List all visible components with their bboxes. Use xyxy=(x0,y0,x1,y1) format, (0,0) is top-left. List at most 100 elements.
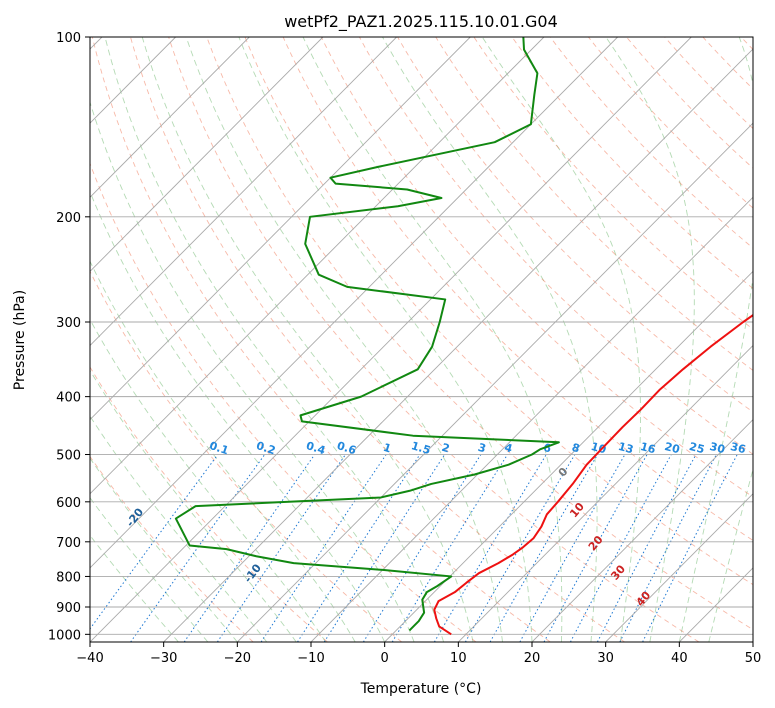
moist-adiabat-line xyxy=(481,37,641,642)
mixing-ratio-line xyxy=(297,454,421,642)
moist-adiabat-line xyxy=(678,37,753,642)
isotherm-line xyxy=(90,37,618,569)
mixing-ratio-line xyxy=(619,454,717,642)
isotherm-line xyxy=(90,37,324,273)
dry-adiabat-line xyxy=(244,37,753,586)
mixing-ratio-label: 4 xyxy=(503,441,514,456)
x-tick-label: −40 xyxy=(76,651,103,666)
isobars xyxy=(90,37,753,635)
moist-adiabat-line xyxy=(90,497,209,642)
mixing-ratio-label: 0.1 xyxy=(208,439,231,457)
isotherms xyxy=(90,37,753,642)
moist-adiabat-line xyxy=(141,37,474,642)
x-tick-label: 30 xyxy=(597,651,614,666)
isotherm-line xyxy=(90,37,250,198)
dry-adiabat-line xyxy=(588,37,753,209)
dewpoint-profile-line xyxy=(174,37,560,632)
isotherm-line xyxy=(90,37,397,347)
dry-adiabat-line xyxy=(206,37,753,631)
dry-adiabat-line xyxy=(320,37,753,498)
mixing-ratio-label: 36 xyxy=(729,440,747,456)
isotherm-line xyxy=(605,493,753,642)
mixing-ratio-line xyxy=(391,454,508,642)
mixing-ratio-line xyxy=(260,454,387,642)
y-tick-label: 400 xyxy=(56,391,81,406)
isotherm-line xyxy=(163,48,753,642)
dry-adiabat-line xyxy=(549,37,753,249)
y-tick-label: 1000 xyxy=(48,628,81,643)
isotherm-line xyxy=(237,122,753,642)
plot-frame xyxy=(89,36,754,643)
mixing-ratio-label: 30 xyxy=(708,440,726,456)
dry-adiabat-line xyxy=(90,162,477,642)
x-tick-label: −10 xyxy=(297,651,324,666)
mixing-ratio-line xyxy=(362,454,482,642)
x-tick-label: −30 xyxy=(150,651,177,666)
mixing-ratio-line xyxy=(596,454,697,642)
x-tick-label: −20 xyxy=(224,651,251,666)
mixing-ratio-label: 8 xyxy=(570,441,581,456)
moist-adiabat-line xyxy=(90,457,238,642)
moist-adiabat-line xyxy=(90,415,268,642)
isotherm-line xyxy=(90,37,545,495)
axes: −40 −30 −20 −10 0 10 20 30 40 5010020030040050060… xyxy=(48,31,761,666)
mixing-ratio-label: 1 xyxy=(382,441,393,456)
isotherm-line xyxy=(458,344,753,642)
dry-adiabat-line xyxy=(626,37,753,169)
moist-adiabat-line xyxy=(302,37,563,642)
moist-adiabat-line xyxy=(238,37,533,642)
y-tick-label: 200 xyxy=(56,211,81,226)
x-tick-label: 40 xyxy=(671,651,688,666)
isotherm-line xyxy=(310,196,753,642)
mixing-ratio-label: 0.2 xyxy=(255,439,278,457)
mixing-ratio-line xyxy=(464,454,576,642)
mixing-ratio-label: 16 xyxy=(639,440,657,457)
chart-title: wetPf2_PAZ1.2025.115.10.01.G04 xyxy=(284,12,558,32)
y-tick-label: 800 xyxy=(56,570,81,585)
y-tick-label: 500 xyxy=(56,449,81,464)
dry-adiabats xyxy=(90,37,753,642)
x-tick-label: 0 xyxy=(381,651,389,666)
x-tick-label: 50 xyxy=(745,651,762,666)
mixing-ratio-label: 25 xyxy=(688,440,706,456)
moist-adiabat-line xyxy=(90,260,356,642)
sounding-profiles xyxy=(174,37,753,636)
y-tick-label: 100 xyxy=(56,31,81,46)
mixing-ratio-label: 0.6 xyxy=(335,439,358,457)
isotherm-line xyxy=(531,419,753,642)
mixing-ratio-line xyxy=(569,454,672,642)
mixing-ratio-label: 6 xyxy=(542,441,553,456)
mixing-ratio-label: 2 xyxy=(440,441,451,456)
moist-adiabat-line xyxy=(605,37,695,642)
moist-adiabat-line xyxy=(708,467,753,642)
mixing-ratio-label: 1.5 xyxy=(410,439,432,457)
y-tick-label: 600 xyxy=(56,496,81,511)
dry-adiabat-line xyxy=(359,37,753,455)
mixing-ratio-line xyxy=(642,454,738,642)
dry-adiabat-line xyxy=(90,366,328,642)
moist-adiabat-line xyxy=(90,318,327,642)
dry-adiabat-line xyxy=(511,37,753,290)
mixing-ratio-label: 13 xyxy=(617,440,635,457)
mixing-ratio-lines xyxy=(90,454,738,642)
x-tick-label: 20 xyxy=(524,651,541,666)
mixing-ratio-label: 20 xyxy=(663,440,681,457)
y-tick-label: 900 xyxy=(56,601,81,616)
y-tick-label: 700 xyxy=(56,536,81,551)
moist-adiabat-line xyxy=(104,37,445,642)
mixing-ratio-label: 3 xyxy=(476,441,487,456)
isotherm-line xyxy=(384,270,753,642)
moist-adiabat-line xyxy=(90,534,179,642)
plot-area: 0.10.20.40.611.52346810131620253036-100-… xyxy=(90,37,753,642)
y-axis-label: Pressure (hPa) xyxy=(12,290,28,390)
moist-adiabat-line xyxy=(185,37,503,642)
isotherm-line xyxy=(90,37,471,421)
y-tick-label: 300 xyxy=(56,316,81,331)
temperature-profile-line xyxy=(433,313,753,636)
moist-adiabat-line xyxy=(90,369,297,642)
mixing-ratio-label: 0.4 xyxy=(305,439,328,457)
x-tick-label: 10 xyxy=(450,651,467,666)
mixing-ratio-label: 10 xyxy=(589,440,608,457)
